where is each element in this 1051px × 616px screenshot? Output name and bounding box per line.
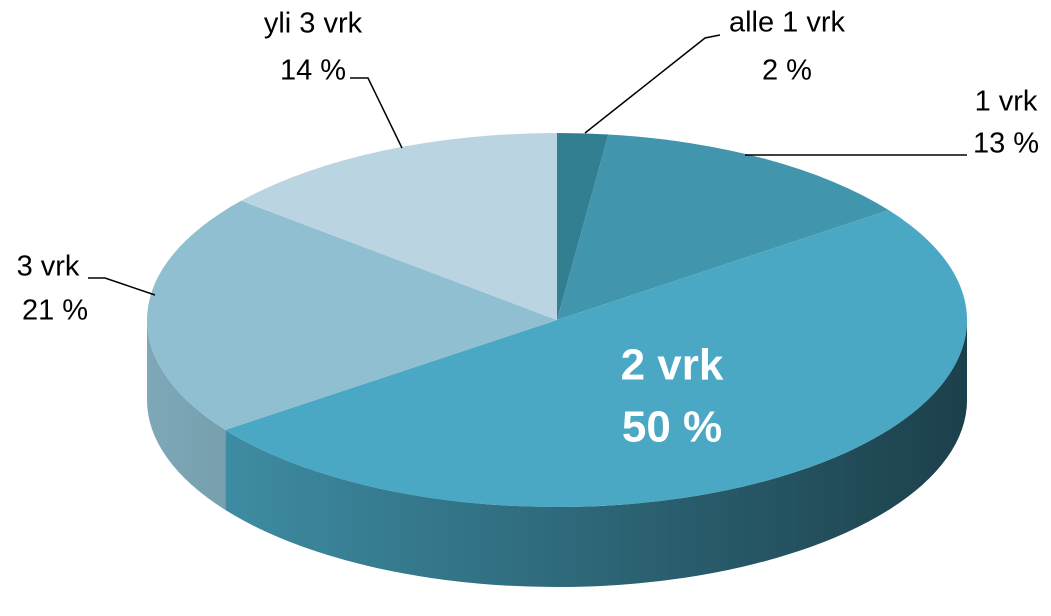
slice-label: 2 vrk	[621, 341, 724, 390]
leader-line	[584, 34, 721, 134]
value-label: 13 %	[973, 128, 1039, 160]
pie-slice	[225, 210, 968, 507]
value-label: 14 %	[280, 55, 346, 87]
leader-line	[350, 77, 403, 149]
slice-label: alle 1 vrk	[729, 7, 846, 39]
labels: alle 1 vrk 2 % 1 vrk 13 % 2 vrk 50 % 3 vrk 21 %…	[17, 7, 1039, 452]
value-label: 21 %	[22, 295, 88, 327]
pie-side-shade	[225, 320, 967, 587]
value-label: 2 %	[762, 55, 812, 87]
pie-slice	[147, 200, 557, 430]
value-label: 50 %	[622, 403, 722, 452]
leader-line	[88, 277, 156, 296]
pie-slice	[241, 133, 557, 320]
pie-slice	[557, 134, 889, 320]
slice-label: 3 vrk	[17, 251, 80, 283]
slice-label: yli 3 vrk	[264, 8, 363, 40]
slice-label: 1 vrk	[975, 86, 1038, 118]
pie-side-shade	[147, 320, 226, 510]
pie-tops	[147, 133, 968, 507]
pie-sides	[147, 320, 967, 587]
pie-slice	[557, 133, 609, 320]
